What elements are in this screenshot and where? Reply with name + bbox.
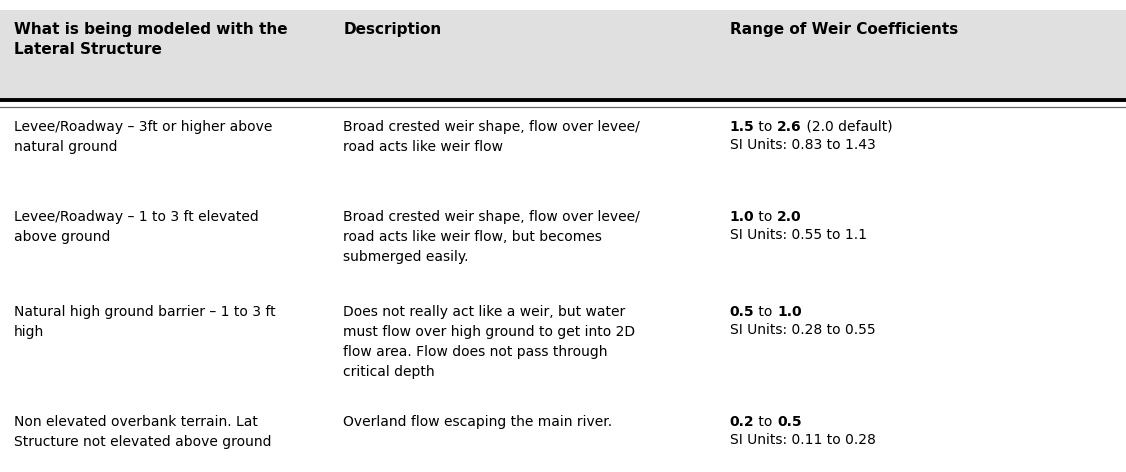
Text: SI Units: 0.83 to 1.43: SI Units: 0.83 to 1.43	[730, 138, 875, 152]
Text: Levee/Roadway – 3ft or higher above
natural ground: Levee/Roadway – 3ft or higher above natu…	[14, 120, 271, 154]
Text: 0.5: 0.5	[730, 305, 754, 319]
Text: 2.0: 2.0	[777, 210, 802, 224]
Text: Non elevated overbank terrain. Lat
Structure not elevated above ground: Non elevated overbank terrain. Lat Struc…	[14, 415, 271, 449]
Text: SI Units: 0.28 to 0.55: SI Units: 0.28 to 0.55	[730, 323, 875, 337]
Text: 1.5: 1.5	[730, 120, 754, 134]
Text: Range of Weir Coefficients: Range of Weir Coefficients	[730, 22, 958, 37]
Bar	[0, 10, 1126, 98]
Text: (2.0 default): (2.0 default)	[802, 120, 893, 134]
Text: Description: Description	[343, 22, 441, 37]
Text: to: to	[754, 415, 777, 429]
Text: SI Units: 0.55 to 1.1: SI Units: 0.55 to 1.1	[730, 228, 867, 242]
Text: 1.0: 1.0	[777, 305, 802, 319]
Text: to: to	[754, 210, 777, 224]
Text: Does not really act like a weir, but water
must flow over high ground to get int: Does not really act like a weir, but wat…	[343, 305, 635, 379]
Text: 1.0: 1.0	[730, 210, 754, 224]
Text: Broad crested weir shape, flow over levee/
road acts like weir flow, but becomes: Broad crested weir shape, flow over leve…	[343, 210, 641, 264]
Text: to: to	[754, 305, 777, 319]
Text: Overland flow escaping the main river.: Overland flow escaping the main river.	[343, 415, 613, 429]
Text: 0.2: 0.2	[730, 415, 754, 429]
Text: Broad crested weir shape, flow over levee/
road acts like weir flow: Broad crested weir shape, flow over leve…	[343, 120, 641, 154]
Text: 2.6: 2.6	[777, 120, 802, 134]
Text: 0.5: 0.5	[777, 415, 802, 429]
Text: SI Units: 0.11 to 0.28: SI Units: 0.11 to 0.28	[730, 433, 876, 447]
Text: Levee/Roadway – 1 to 3 ft elevated
above ground: Levee/Roadway – 1 to 3 ft elevated above…	[14, 210, 258, 244]
Text: to: to	[754, 120, 777, 134]
Text: Natural high ground barrier – 1 to 3 ft
high: Natural high ground barrier – 1 to 3 ft …	[14, 305, 275, 339]
Text: What is being modeled with the
Lateral Structure: What is being modeled with the Lateral S…	[14, 22, 287, 58]
